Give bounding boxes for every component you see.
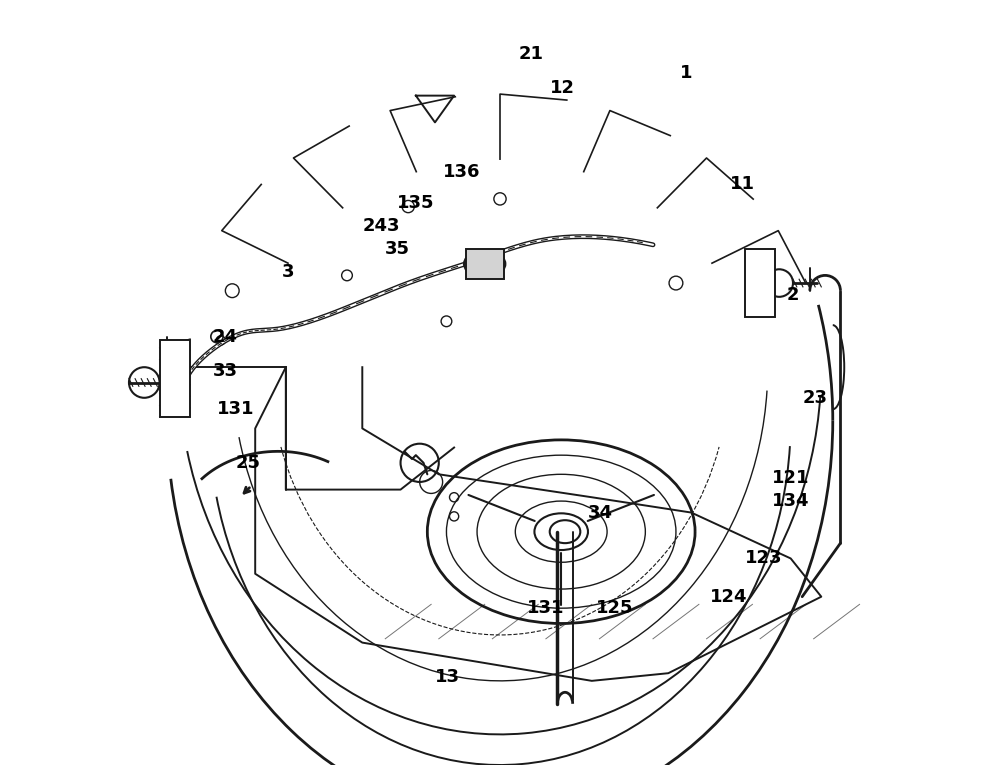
Text: 3: 3	[282, 262, 294, 281]
Text: 34: 34	[588, 503, 613, 522]
Text: 123: 123	[745, 549, 782, 568]
FancyBboxPatch shape	[160, 340, 190, 417]
Text: 136: 136	[443, 163, 480, 181]
Text: 13: 13	[435, 668, 460, 686]
Text: 125: 125	[596, 599, 633, 617]
Text: 33: 33	[213, 362, 238, 380]
Text: 2: 2	[787, 285, 799, 304]
Text: 21: 21	[519, 44, 544, 63]
Text: 12: 12	[550, 79, 575, 97]
Text: 11: 11	[730, 174, 755, 193]
Text: 24: 24	[213, 327, 238, 346]
Text: 243: 243	[362, 216, 400, 235]
Text: 131: 131	[527, 599, 564, 617]
Text: 131: 131	[217, 400, 254, 418]
Circle shape	[487, 255, 505, 273]
FancyBboxPatch shape	[745, 249, 775, 317]
Circle shape	[464, 255, 482, 273]
Text: 23: 23	[802, 389, 827, 407]
Text: 135: 135	[397, 194, 434, 212]
Text: 25: 25	[236, 454, 261, 472]
Text: 1: 1	[680, 63, 692, 82]
Text: 124: 124	[710, 588, 748, 606]
Text: 35: 35	[385, 239, 410, 258]
Text: 121: 121	[772, 469, 809, 487]
Text: 134: 134	[772, 492, 809, 510]
FancyBboxPatch shape	[466, 249, 504, 279]
